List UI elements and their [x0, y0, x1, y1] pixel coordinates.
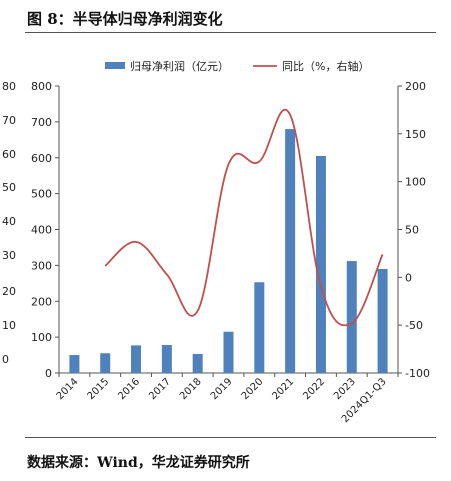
right-axis-tick-label: -100 — [405, 367, 430, 380]
profit-bar — [69, 355, 80, 373]
yoy-line — [104, 108, 384, 327]
left-edge-tick: 0 — [2, 353, 9, 366]
x-axis-tick-label: 2021 — [270, 376, 296, 402]
left-edge-tick: 20 — [2, 285, 16, 298]
top-rule — [25, 32, 436, 33]
left-edge-tick: 80 — [2, 80, 16, 93]
x-axis-tick-label: 2020 — [240, 376, 266, 402]
left-edge-axis-fragment: 80 70 60 50 40 30 20 10 0 — [0, 0, 30, 400]
right-axis-tick-label: 150 — [405, 128, 426, 141]
profit-bar — [192, 353, 203, 373]
x-axis-tick-label: 2016 — [116, 376, 142, 402]
x-axis-tick-label: 2022 — [301, 376, 327, 402]
legend-bar-label: 归母净利润（亿元） — [130, 59, 229, 73]
x-axis-tick-label: 2014 — [55, 376, 81, 402]
right-axis-tick-label: -50 — [405, 319, 423, 332]
left-axis-tick-label: 0 — [45, 367, 52, 380]
profit-bar — [223, 331, 234, 373]
x-axis-tick-label: 2015 — [86, 376, 112, 402]
left-axis-tick-label: 100 — [31, 331, 52, 344]
right-axis-tick-label: 200 — [405, 80, 426, 93]
right-axis-tick-label: 100 — [405, 176, 426, 189]
left-edge-tick: 70 — [2, 114, 16, 127]
legend-bar-swatch — [105, 62, 125, 69]
bottom-rule — [25, 437, 436, 438]
right-axis-tick-label: 50 — [405, 224, 419, 237]
legend-line-label: 同比（%，右轴） — [282, 59, 369, 73]
profit-bar — [346, 261, 357, 373]
profit-bar — [100, 353, 111, 373]
figure-title: 图 8：半导体归母净利润变化 — [27, 10, 223, 28]
profit-bar — [131, 345, 142, 373]
left-edge-tick: 30 — [2, 249, 16, 262]
profit-bar — [161, 345, 172, 373]
source-note: 数据来源：Wind，华龙证券研究所 — [27, 455, 250, 471]
left-axis-tick-label: 600 — [31, 152, 52, 165]
left-edge-tick: 40 — [2, 215, 16, 228]
right-axis-tick-label: 0 — [405, 271, 412, 284]
left-axis-tick-label: 400 — [31, 224, 52, 237]
x-axis-tick-label: 2017 — [147, 376, 173, 402]
x-axis-tick-label: 2019 — [209, 376, 235, 402]
profit-bar — [377, 268, 388, 373]
left-edge-tick: 60 — [2, 148, 16, 161]
left-axis-tick-label: 500 — [31, 188, 52, 201]
x-axis-tick-label: 2023 — [332, 376, 358, 402]
profit-bar — [285, 129, 296, 373]
left-axis-tick-label: 800 — [31, 80, 52, 93]
profit-bar — [315, 155, 326, 373]
profit-bar — [254, 282, 265, 373]
left-axis-tick-label: 700 — [31, 116, 52, 129]
x-axis-tick-label: 2018 — [178, 376, 204, 402]
left-edge-tick: 50 — [2, 181, 16, 194]
left-axis-tick-label: 200 — [31, 295, 52, 308]
left-edge-tick: 10 — [2, 319, 16, 332]
left-axis-tick-label: 300 — [31, 259, 52, 272]
